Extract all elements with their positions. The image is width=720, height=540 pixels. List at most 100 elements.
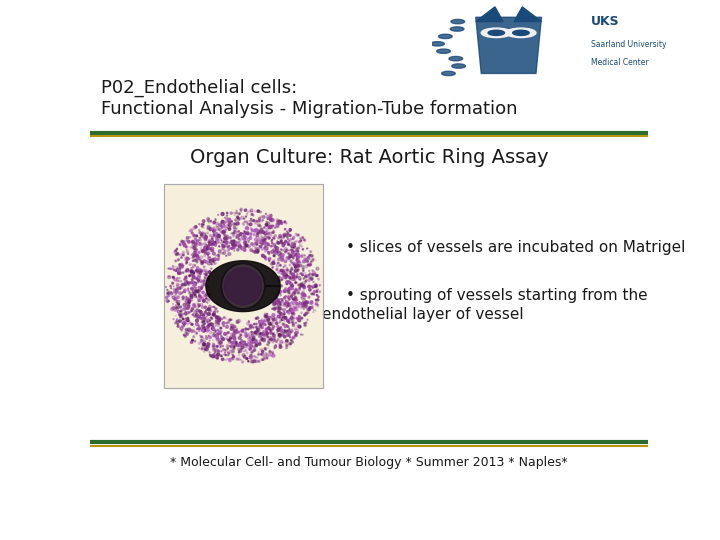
Circle shape (192, 267, 193, 268)
Circle shape (279, 220, 282, 224)
Circle shape (282, 258, 284, 260)
Circle shape (261, 334, 263, 335)
Circle shape (258, 343, 261, 345)
Circle shape (202, 300, 205, 302)
Circle shape (249, 237, 252, 239)
Circle shape (255, 250, 256, 252)
Circle shape (212, 252, 215, 255)
Circle shape (273, 339, 275, 341)
Circle shape (216, 316, 217, 317)
Circle shape (213, 312, 215, 314)
Circle shape (264, 357, 266, 360)
Circle shape (278, 220, 280, 222)
Circle shape (252, 250, 254, 252)
Circle shape (199, 330, 200, 332)
Circle shape (289, 308, 292, 311)
Circle shape (192, 275, 195, 278)
Circle shape (166, 296, 168, 299)
Text: endothelial layer of vessel: endothelial layer of vessel (323, 307, 524, 322)
Circle shape (202, 317, 204, 319)
Circle shape (224, 221, 226, 223)
Circle shape (192, 291, 194, 293)
Circle shape (283, 316, 285, 319)
Circle shape (194, 311, 197, 314)
Circle shape (264, 247, 266, 248)
Circle shape (190, 271, 192, 273)
Circle shape (225, 239, 227, 240)
Circle shape (266, 228, 269, 231)
Circle shape (250, 347, 251, 349)
Circle shape (243, 341, 246, 344)
Circle shape (218, 250, 221, 253)
Circle shape (449, 57, 463, 61)
Circle shape (217, 353, 220, 356)
Circle shape (207, 289, 208, 291)
Circle shape (198, 327, 201, 330)
Circle shape (223, 241, 225, 242)
Circle shape (291, 278, 294, 280)
Circle shape (207, 313, 210, 315)
Circle shape (186, 237, 189, 239)
Circle shape (266, 244, 268, 246)
Circle shape (302, 237, 304, 238)
Text: UKS: UKS (590, 15, 619, 28)
Circle shape (168, 268, 169, 269)
Circle shape (278, 254, 279, 255)
Circle shape (205, 348, 208, 351)
Circle shape (199, 295, 201, 297)
Circle shape (281, 259, 284, 261)
Circle shape (294, 246, 295, 247)
Circle shape (265, 334, 266, 336)
Circle shape (250, 220, 251, 221)
Circle shape (269, 351, 271, 354)
Circle shape (270, 339, 272, 341)
Circle shape (254, 331, 257, 334)
Circle shape (310, 254, 311, 256)
Circle shape (281, 237, 282, 238)
Circle shape (281, 273, 282, 274)
Circle shape (284, 325, 287, 327)
Circle shape (262, 243, 264, 245)
Circle shape (287, 244, 289, 245)
Circle shape (177, 267, 180, 269)
Circle shape (216, 316, 218, 319)
Circle shape (216, 339, 219, 341)
Circle shape (215, 245, 217, 246)
Circle shape (182, 296, 184, 298)
Circle shape (197, 276, 198, 277)
Circle shape (212, 314, 215, 315)
Circle shape (277, 303, 279, 306)
Circle shape (284, 304, 286, 306)
Circle shape (248, 321, 249, 322)
Circle shape (201, 286, 203, 288)
Circle shape (261, 230, 262, 232)
Circle shape (233, 227, 235, 229)
Circle shape (298, 276, 301, 280)
Circle shape (488, 30, 505, 36)
Circle shape (197, 240, 199, 242)
Circle shape (253, 349, 256, 351)
Circle shape (264, 337, 265, 338)
Circle shape (202, 306, 204, 308)
Circle shape (294, 308, 297, 311)
Circle shape (225, 355, 226, 356)
Circle shape (276, 220, 278, 222)
Circle shape (257, 330, 258, 332)
Circle shape (203, 232, 204, 233)
Circle shape (197, 303, 199, 305)
Circle shape (287, 326, 289, 327)
Circle shape (255, 211, 256, 212)
Circle shape (211, 323, 214, 326)
Circle shape (167, 292, 168, 293)
Circle shape (298, 319, 301, 322)
Circle shape (250, 327, 252, 329)
Circle shape (228, 225, 229, 226)
Circle shape (202, 321, 203, 323)
Circle shape (299, 315, 300, 316)
Circle shape (245, 239, 246, 240)
Circle shape (191, 310, 192, 312)
Circle shape (208, 245, 210, 246)
Circle shape (292, 293, 294, 295)
Circle shape (179, 320, 181, 322)
Circle shape (274, 246, 276, 248)
